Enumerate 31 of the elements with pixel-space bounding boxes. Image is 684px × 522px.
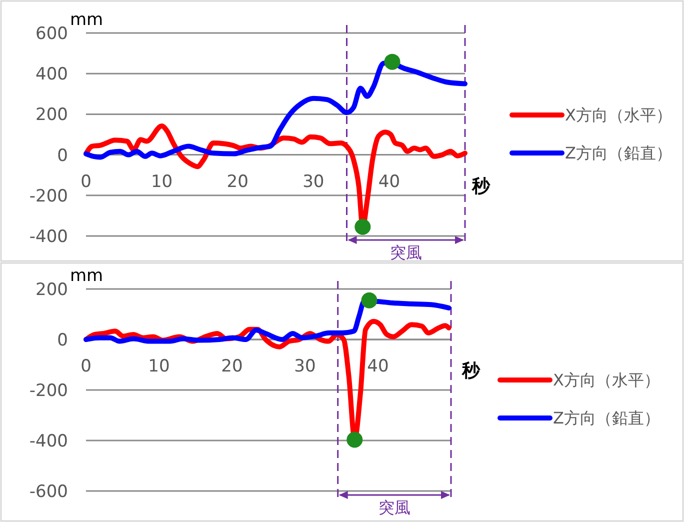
y-tick-label: 0 (57, 146, 68, 166)
x-tick-label: 10 (150, 172, 173, 192)
legend-label: X方向（水平） (565, 106, 672, 125)
y-tick-label: -200 (29, 186, 68, 206)
text: 突風 (390, 243, 422, 262)
y-tick-label: -400 (29, 431, 68, 452)
y-tick-label: 400 (36, 64, 68, 85)
y-tick-label: -200 (29, 380, 68, 401)
y-tick-label: -600 (29, 482, 68, 502)
y-axis-title: mm (70, 10, 104, 30)
legend-label: X方向（水平） (553, 370, 660, 390)
y-tick-label: 0 (57, 330, 68, 350)
y-tick-label: 600 (36, 24, 68, 44)
x-tick-label: 40 (367, 356, 389, 376)
text: 突風 (378, 498, 410, 517)
x-tick-label: 40 (378, 172, 400, 192)
x-tick-label: 0 (80, 172, 92, 192)
y-tick-label: -400 (29, 226, 68, 247)
x-tick-label: 20 (221, 356, 243, 376)
x-axis-title: 秒 (461, 360, 481, 382)
x-tick-label: 30 (294, 356, 316, 376)
legend-label: Z方向（鉛直） (565, 144, 672, 163)
y-axis-title: mm (70, 266, 104, 286)
y-tick-label: 200 (36, 105, 68, 126)
x-tick-label: 0 (80, 356, 92, 376)
legend-label: Z方向（鉛直） (553, 408, 660, 428)
y-tick-label: 200 (36, 280, 68, 300)
x-tick-label: 10 (148, 356, 170, 376)
x-axis-title: 秒 (471, 176, 491, 197)
x-tick-label: 30 (302, 172, 324, 192)
x-tick-label: 20 (226, 172, 248, 192)
